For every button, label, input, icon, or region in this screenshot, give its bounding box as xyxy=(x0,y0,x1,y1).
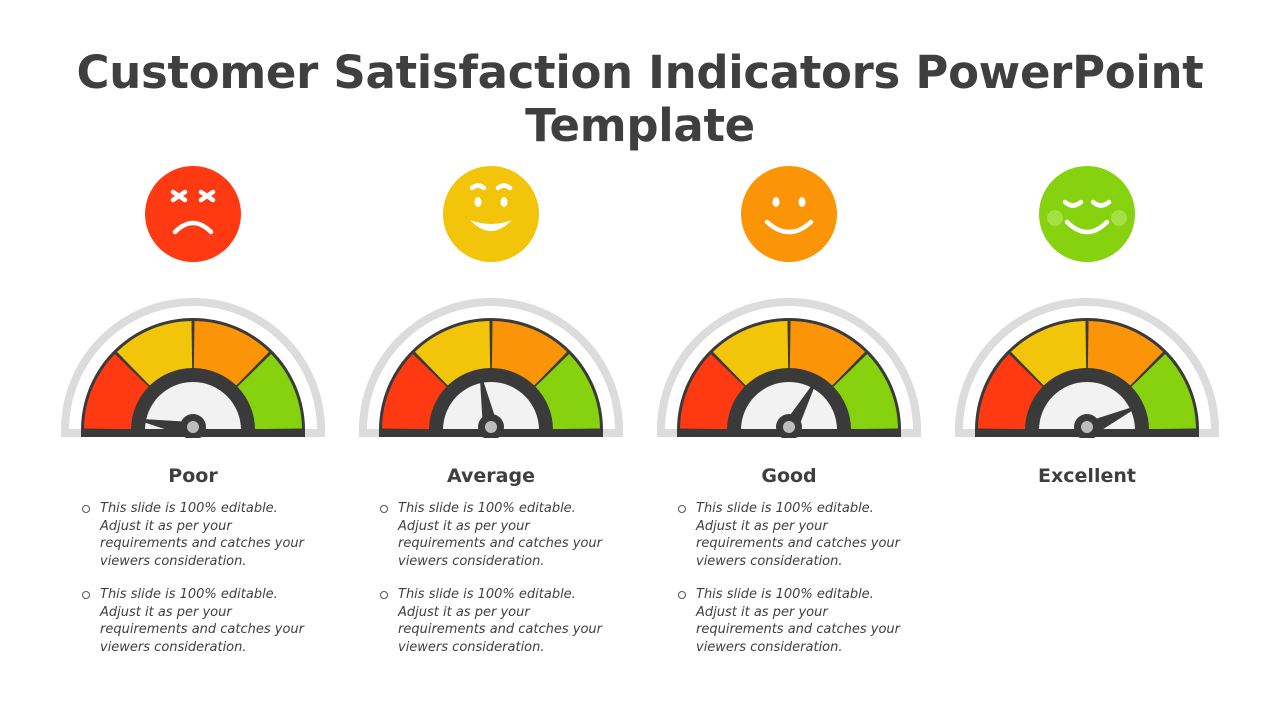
gauge-needle xyxy=(132,418,195,438)
bullet-item: This slide is 100% editable. Adjust it a… xyxy=(678,586,908,656)
indicator-good: Good This slide is 100% editable. Adjust … xyxy=(644,160,934,680)
indicator-label: Good xyxy=(761,465,817,487)
indicator-excellent: Excellent xyxy=(942,160,1232,680)
bullet-item: This slide is 100% editable. Adjust it a… xyxy=(678,500,908,570)
smiling-face-icon xyxy=(443,166,539,262)
content-face-icon xyxy=(1039,166,1135,262)
gauge xyxy=(955,298,1219,438)
angry-face-icon xyxy=(145,166,241,262)
bullet-text: This slide is 100% editable. Adjust it a… xyxy=(398,587,603,655)
page-title: Customer Satisfaction Indicators PowerPo… xyxy=(76,46,1204,152)
bullet-text: This slide is 100% editable. Adjust it a… xyxy=(696,587,901,655)
bullet-text: This slide is 100% editable. Adjust it a… xyxy=(398,501,603,569)
bullet-text: This slide is 100% editable. Adjust it a… xyxy=(100,587,305,655)
bullet-text: This slide is 100% editable. Adjust it a… xyxy=(100,501,305,569)
bullet-text: This slide is 100% editable. Adjust it a… xyxy=(696,501,901,569)
gauge xyxy=(61,298,325,438)
bullet-list: This slide is 100% editable. Adjust it a… xyxy=(678,500,908,672)
indicator-label: Poor xyxy=(168,465,218,487)
indicator-poor: Poor This slide is 100% editable. Adjust … xyxy=(48,160,338,680)
gauge xyxy=(359,298,623,438)
happy-face-icon xyxy=(741,166,837,262)
bullet-item: This slide is 100% editable. Adjust it a… xyxy=(82,500,312,570)
bullet-list: This slide is 100% editable. Adjust it a… xyxy=(380,500,610,672)
bullet-item: This slide is 100% editable. Adjust it a… xyxy=(380,500,610,570)
bullet-list: This slide is 100% editable. Adjust it a… xyxy=(82,500,312,672)
indicator-label: Average xyxy=(447,465,535,487)
bullet-item: This slide is 100% editable. Adjust it a… xyxy=(380,586,610,656)
indicator-average: Average This slide is 100% editable. Adju… xyxy=(346,160,636,680)
gauge xyxy=(657,298,921,438)
indicator-label: Excellent xyxy=(1038,465,1136,487)
bullet-item: This slide is 100% editable. Adjust it a… xyxy=(82,586,312,656)
